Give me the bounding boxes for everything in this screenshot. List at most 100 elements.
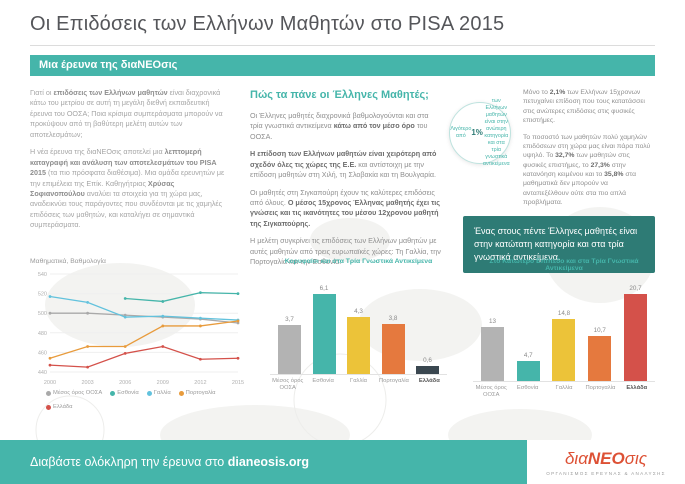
line-chart-legend: Μέσος όρος ΟΟΣΑ Εσθονία Γαλλία Πορτογαλία Ελ… — [30, 390, 244, 410]
legend-dot — [46, 404, 51, 410]
bar-column: 14,8 — [552, 310, 576, 381]
legend-item: Εσθονία — [110, 390, 139, 396]
svg-text:2003: 2003 — [81, 380, 93, 386]
bar-chart-categories-low: Μέσος όρος ΟΟΣΑ Εσθονία Γαλλία Πορτογαλία Ελ… — [473, 385, 655, 399]
section-heading: Πώς τα πάνε οι Έλληνες Μαθητές; — [250, 89, 429, 101]
one-percent-badge: Λιγότερο από 1% των Ελλήνων μαθητών είνα… — [449, 97, 511, 168]
bar-value: 4,7 — [523, 352, 533, 359]
page-title: Οι Επιδόσεις των Ελλήνων Μαθητών στο PIS… — [30, 13, 505, 35]
cta-link[interactable]: dianeosis.org — [227, 455, 310, 469]
bar — [381, 324, 405, 374]
cta-text: Διαβάστε ολόκληρη την έρευνα στο dianeos… — [0, 455, 309, 469]
logo-subtitle: ΟΡΓΑΝΙΣΜΟΣ ΕΡΕΥΝΑΣ & ΑΝΑΛΥΣΗΣ — [546, 470, 666, 476]
bar-value: 13 — [489, 318, 497, 325]
bar-category-label: Πορτογαλία — [585, 385, 616, 391]
charts-row: Μαθηματικά, Βαθμολογία 440 460 480 500 520 54… — [30, 258, 655, 410]
bar-value: 14,8 — [557, 310, 571, 317]
stats-text: Μόνο το 2,1% των Ελλήνων 15χρονων πετυχα… — [523, 88, 655, 208]
low-performers-bar-chart: Στο Κατώτερο Επίπεδο και στα Τρία Γνωστι… — [473, 258, 655, 410]
line-chart-title: Μαθηματικά, Βαθμολογία — [30, 258, 106, 265]
bar-value: 4,3 — [354, 308, 363, 315]
bar-value: 3,8 — [388, 315, 398, 322]
performance-paragraph-1: Οι Έλληνες μαθητές διαχρονικά βαθμολογού… — [250, 110, 429, 141]
bar-column: 3,8 — [381, 315, 405, 374]
dianeosis-logo: διαΝΕΟσις — [565, 449, 647, 469]
bar-column: 3,7 — [278, 316, 301, 374]
legend-dot — [46, 390, 51, 396]
stats-paragraph-2: Το ποσοστό των μαθητών πολύ χαμηλών επιδ… — [523, 133, 651, 207]
cta-prefix: Διαβάστε ολόκληρη την έρευνα στο — [30, 455, 228, 469]
svg-text:500: 500 — [38, 311, 47, 317]
svg-text:440: 440 — [38, 370, 47, 376]
performance-paragraph-2: Η επίδοση των Ελλήνων μαθητών είναι χειρ… — [250, 149, 437, 180]
bar — [278, 325, 301, 374]
legend-item: Μέσος όρος ΟΟΣΑ — [46, 390, 102, 396]
bar-chart-title-top: Κορυφαίοι και στα Τρία Γνωστικά Αντικείμ… — [284, 258, 433, 265]
svg-text:2000: 2000 — [44, 380, 56, 386]
bar-category-label: Ελλάδα — [626, 385, 648, 391]
header-divider — [30, 45, 655, 46]
research-banner: Μια έρευνα της διαΝΕΟσις — [30, 55, 655, 76]
bar-column: 20,7 — [623, 285, 647, 381]
legend-dot — [178, 390, 184, 396]
dianeosis-logo-box: διαΝΕΟσις ΟΡΓΑΝΙΣΜΟΣ ΕΡΕΥΝΑΣ & ΑΝΑΛΥΣΗΣ — [527, 440, 685, 484]
performance-paragraph-3: Οι μαθητές στη Σιγκαπούρη έχουν τις καλύ… — [250, 187, 441, 228]
bar-column: 13 — [481, 318, 505, 381]
bar-chart-categories-top: Μέσος όρος ΟΟΣΑ Εσθονία Γαλλία Πορτογαλία Ελ… — [270, 378, 447, 392]
text-columns: Γιατί οι επιδόσεις των Ελλήνων μαθητών ε… — [30, 88, 655, 275]
stats-paragraph-1: Μόνο το 2,1% των Ελλήνων 15χρονων πετυχα… — [523, 89, 645, 125]
legend-item: Γαλλία — [146, 390, 171, 396]
bar — [312, 294, 336, 374]
bar — [588, 336, 612, 381]
bar — [347, 317, 370, 374]
bar-category-label: Ελλάδα — [418, 378, 440, 384]
logo-part-sis: σις — [624, 448, 648, 468]
intro-paragraph-2: Η νέα έρευνα της διαΝΕΟσις αποτελεί μια … — [30, 147, 225, 230]
header: Οι Επιδόσεις των Ελλήνων Μαθητών στο PIS… — [30, 13, 655, 46]
stats-column: Λιγότερο από 1% των Ελλήνων μαθητών είνα… — [449, 88, 655, 275]
bar-category-label: Γαλλία — [350, 378, 367, 384]
svg-text:2012: 2012 — [194, 380, 206, 386]
bar-chart-bars-low: 13 4,7 14,8 10,7 20,7 — [473, 275, 655, 382]
bar — [623, 294, 647, 381]
line-chart-plot: 440 460 480 500 520 540 2000 2003 2006 2009 2012 20… — [30, 268, 244, 388]
bar-category-label: Εσθονία — [312, 378, 334, 384]
bar-column: 4,3 — [347, 308, 370, 374]
svg-text:2015: 2015 — [232, 380, 244, 386]
bar-value: 10,7 — [593, 327, 606, 334]
line-chart-svg: 440 460 480 500 520 540 2000 2003 2006 2009 2012 20… — [38, 272, 244, 386]
bar-chart-bars-top: 3,7 6,1 4,3 3,8 0,6 — [270, 268, 448, 375]
bar-category-label: Μέσος όρος ΟΟΣΑ — [475, 385, 507, 398]
legend-item: Ελλάδα — [46, 404, 73, 410]
bar-category-label: Πορτογαλία — [378, 378, 409, 384]
legend-item: Πορτογαλία — [178, 390, 216, 396]
intro-column: Γιατί οι επιδόσεις των Ελλήνων μαθητών ε… — [30, 88, 230, 275]
bar-category-label: Μέσος όρος ΟΟΣΑ — [272, 378, 304, 391]
svg-text:2006: 2006 — [119, 380, 131, 386]
bar-column: 10,7 — [588, 327, 612, 381]
bar — [516, 361, 540, 381]
math-scores-line-chart: Μαθηματικά, Βαθμολογία 440 460 480 500 520 54… — [30, 258, 244, 410]
bar-column: 0,6 — [416, 357, 439, 374]
top-performers-bar-chart: Κορυφαίοι και στα Τρία Γνωστικά Αντικείμ… — [270, 258, 448, 410]
logo-part-neo: ΝΕΟ — [587, 448, 625, 468]
svg-text:520: 520 — [38, 292, 47, 298]
legend-dot — [110, 390, 116, 396]
svg-text:540: 540 — [38, 272, 47, 278]
legend-dot — [146, 390, 152, 396]
bar-category-label: Εσθονία — [516, 385, 539, 391]
footer-banner: Διαβάστε ολόκληρη την έρευνα στο dianeos… — [0, 440, 685, 484]
intro-paragraph-1: Γιατί οι επιδόσεις των Ελλήνων μαθητών ε… — [30, 88, 223, 139]
bar-value: 6,1 — [319, 285, 329, 292]
bar — [416, 366, 439, 374]
bar — [552, 319, 576, 381]
bar-chart-title-low: Στο Κατώτερο Επίπεδο και στα Τρία Γνωστι… — [489, 258, 639, 272]
svg-text:460: 460 — [38, 350, 47, 356]
bar-value: 3,7 — [285, 316, 294, 323]
bar — [481, 327, 505, 381]
performance-column: Πώς τα πάνε οι Έλληνες Μαθητές; Οι Έλλην… — [250, 88, 443, 275]
bar-column: 6,1 — [312, 285, 336, 374]
svg-text:480: 480 — [38, 331, 47, 337]
bar-value: 20,7 — [629, 285, 642, 292]
